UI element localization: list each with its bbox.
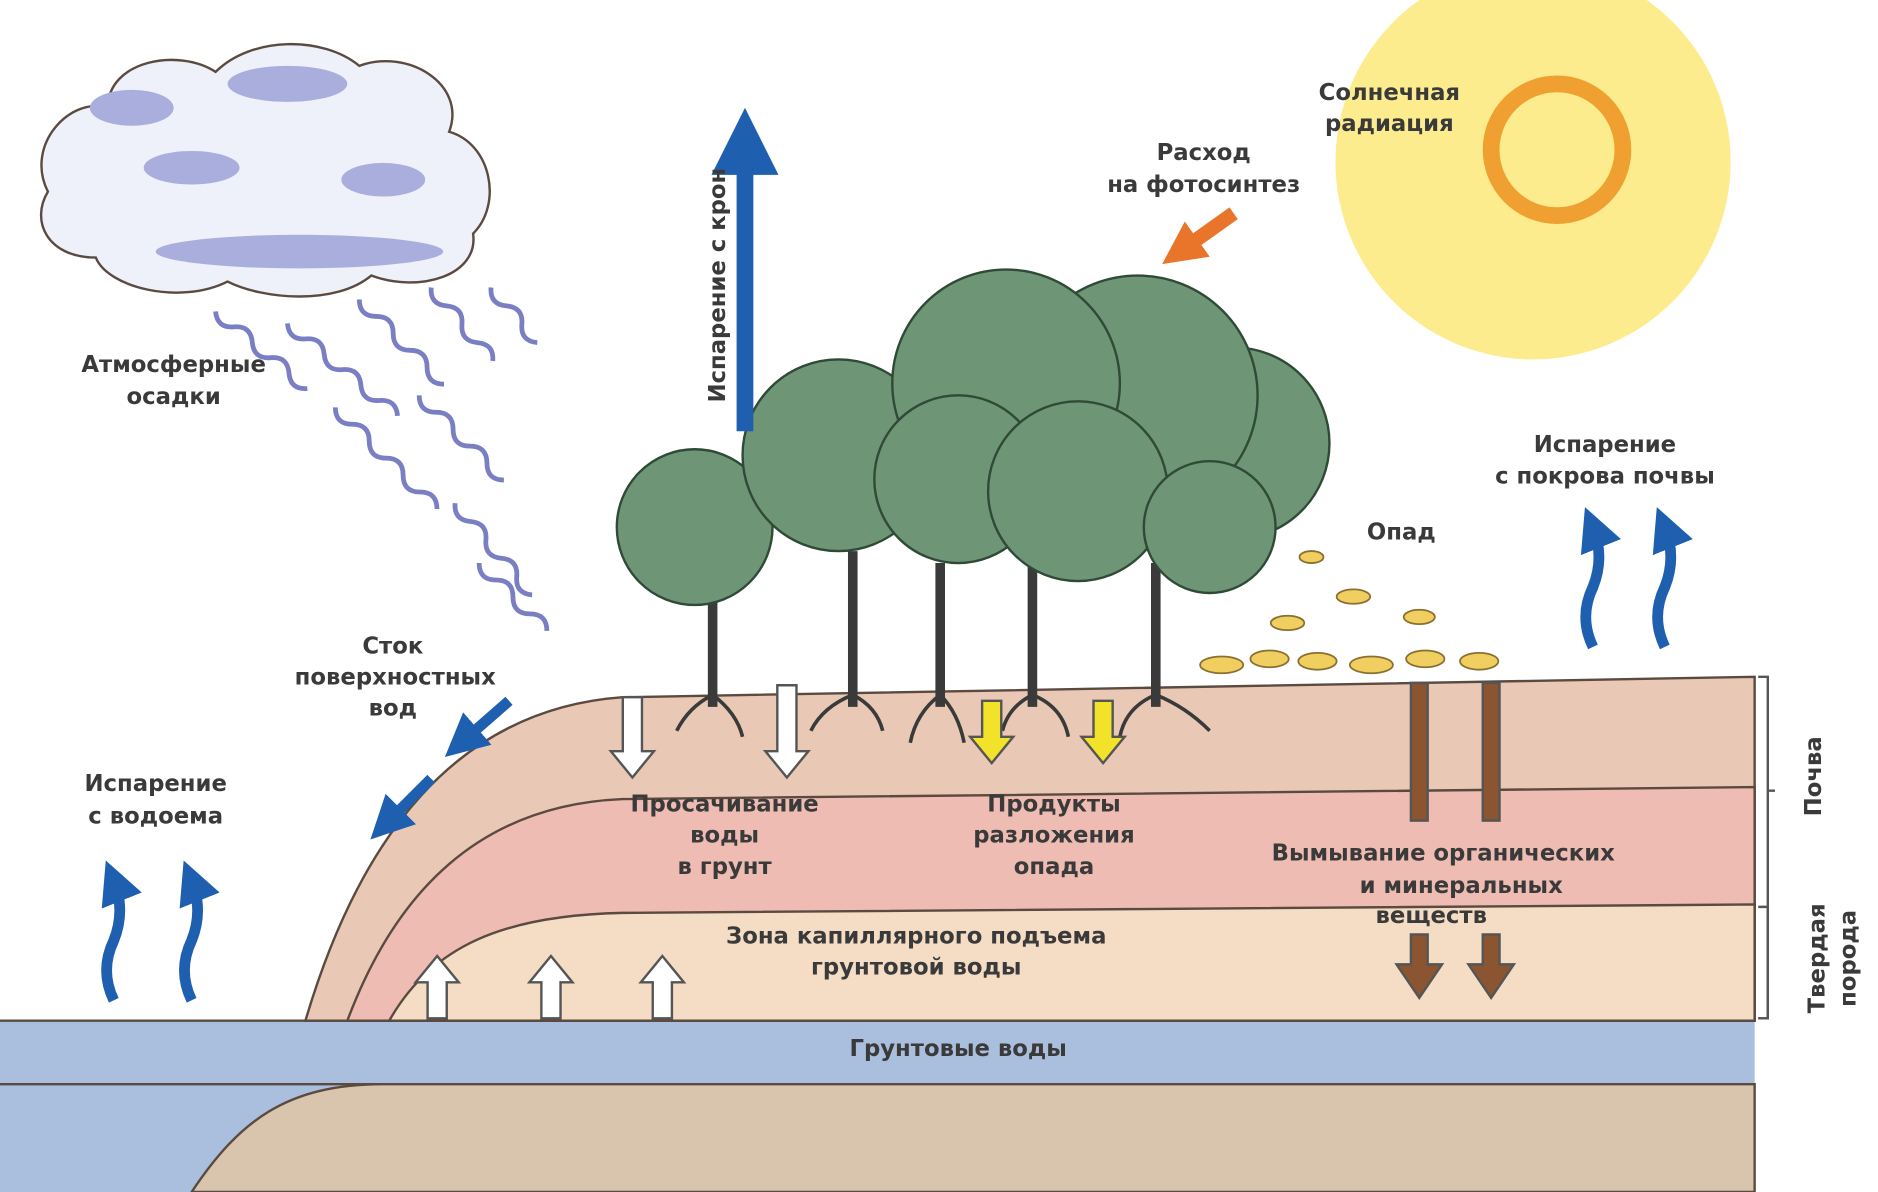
label: Грунтовые воды [849, 1036, 1066, 1062]
label: Просачивание [631, 792, 819, 818]
label: Зона капиллярного подъема [726, 923, 1106, 949]
label: радиация [1325, 111, 1454, 137]
label: Вымывание органических [1272, 841, 1616, 867]
rain [212, 284, 551, 635]
label: грунтовой воды [811, 954, 1021, 980]
label: с покрова почвы [1495, 463, 1715, 489]
label: с водоема [88, 804, 223, 830]
label: и минеральных [1360, 873, 1563, 899]
label: разложения [973, 823, 1134, 849]
label: опада [1014, 854, 1094, 880]
sun [1335, 0, 1730, 359]
label: Атмосферные [81, 352, 265, 378]
label: веществ [1376, 903, 1487, 929]
label: в грунт [677, 854, 772, 880]
label: вод [369, 696, 417, 722]
label: осадки [127, 384, 221, 410]
label: Почва [1801, 736, 1827, 816]
label: Испарение с крон [705, 168, 731, 403]
cloud [41, 44, 490, 296]
label: Твердая [1805, 903, 1831, 1013]
label: Расход [1157, 140, 1251, 166]
label: поверхностных [295, 665, 496, 691]
label: Испарение [85, 771, 227, 797]
diagram: Атмосферные осадки Испарение с крон Солн… [0, 0, 1878, 1192]
label: Солнечная [1319, 80, 1460, 106]
page: Атмосферные осадки Испарение с крон Солн… [0, 0, 1878, 1192]
label: Опад [1367, 520, 1436, 546]
label: Продукты [987, 792, 1120, 818]
label: на фотосинтез [1107, 172, 1300, 198]
label: порода [1836, 910, 1862, 1007]
label: Сток [362, 633, 424, 659]
label: воды [690, 823, 759, 849]
label: Испарение [1534, 432, 1676, 458]
